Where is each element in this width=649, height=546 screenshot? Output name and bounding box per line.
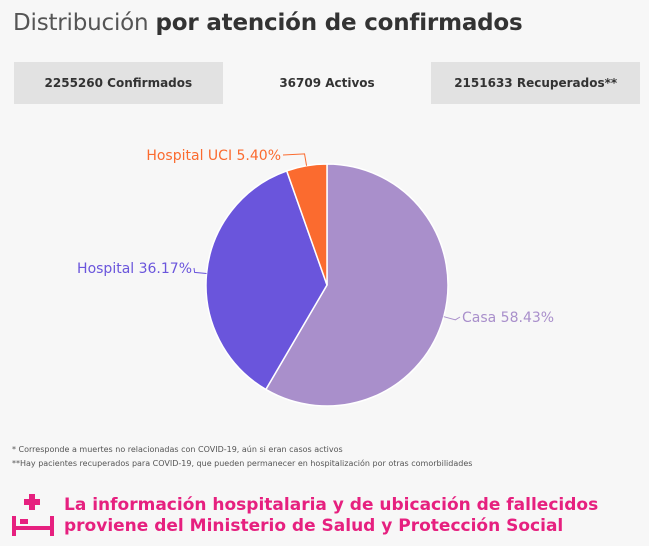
leader-line-casa — [443, 316, 461, 321]
tab-recuperados[interactable]: 2151633 Recuperados** — [431, 62, 641, 104]
leader-line-hospital-uci — [282, 153, 308, 166]
pie-chart: Casa 58.43% Hospital 36.17% Hospital UCI 5… — [77, 148, 554, 407]
footnote-2: **Hay pacientes recuperados para COVID-1… — [12, 459, 473, 468]
pie-slice-casa[interactable] — [264, 163, 449, 407]
slice-label-hospital-uci: Hospital UCI 5.40% — [146, 148, 281, 164]
footer-text: La información hospitalaria y de ubicaci… — [64, 495, 598, 537]
tab-activos[interactable]: 36709 Activos — [222, 62, 432, 104]
title-light: Distribución — [13, 10, 149, 36]
hospital-bed-icon — [12, 494, 54, 536]
tab-bar: 2255260 Confirmados 36709 Activos 215163… — [14, 62, 641, 104]
footnotes: * Corresponde a muertes no relacionadas … — [12, 443, 472, 471]
footer-line-2: proviene del Ministerio de Salud y Prote… — [64, 516, 564, 536]
slice-label-casa: Casa 58.43% — [462, 310, 554, 326]
page-title: Distribución por atención de confirmados — [13, 10, 523, 36]
leader-line-hospital — [193, 267, 207, 274]
tab-confirmados[interactable]: 2255260 Confirmados — [14, 62, 223, 104]
source-footer: La información hospitalaria y de ubicaci… — [10, 494, 598, 538]
slice-label-hospital: Hospital 36.17% — [77, 261, 192, 277]
footer-line-1: La información hospitalaria y de ubicaci… — [64, 495, 599, 515]
title-bold: por atención de confirmados — [155, 10, 523, 36]
pie-slice-hospital-uci[interactable] — [285, 163, 328, 286]
footnote-1: * Corresponde a muertes no relacionadas … — [12, 445, 343, 454]
